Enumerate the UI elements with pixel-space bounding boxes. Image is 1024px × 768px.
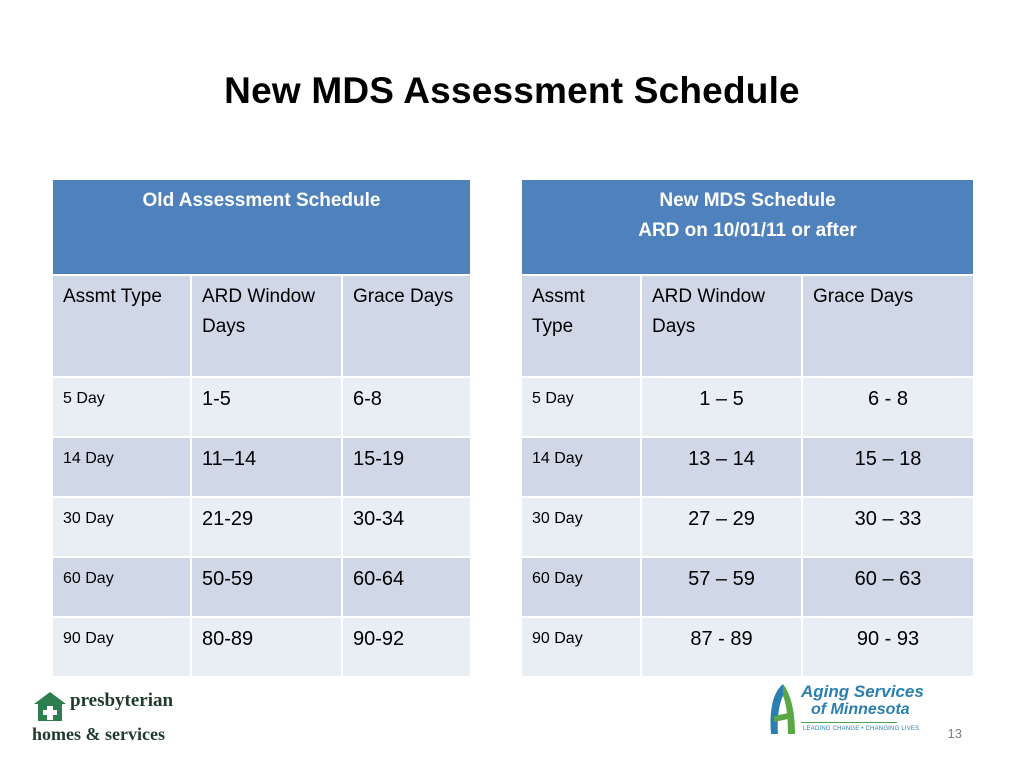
row-window: 13 – 14 xyxy=(640,436,803,498)
column-header-type: Assmt Type xyxy=(51,274,192,378)
row-grace: 90-92 xyxy=(340,616,473,678)
table-row: 14 Day 11–14 15-19 xyxy=(51,436,473,498)
row-grace: 30 – 33 xyxy=(800,496,976,558)
table-row: 5 Day 1 – 5 6 - 8 xyxy=(520,376,976,438)
logo-right-line1: Aging Services xyxy=(801,682,924,701)
logo-left-line2: homes & services xyxy=(32,724,165,744)
table-row: 60 Day 57 – 59 60 – 63 xyxy=(520,556,976,618)
new-table-header-line1: New MDS Schedule xyxy=(659,190,836,211)
row-window: 87 - 89 xyxy=(640,616,803,678)
row-window: 21-29 xyxy=(190,496,343,558)
table-row: 90 Day 80-89 90-92 xyxy=(51,616,473,678)
letter-a-icon xyxy=(770,684,795,734)
new-table-header: New MDS Schedule ARD on 10/01/11 or afte… xyxy=(519,178,976,276)
new-table-header-line2: ARD on 10/01/11 or after xyxy=(638,220,857,241)
row-type: 30 Day xyxy=(520,496,642,558)
table-row: 30 Day 27 – 29 30 – 33 xyxy=(520,496,976,558)
row-window: 50-59 xyxy=(190,556,343,618)
column-header-window: ARD Window Days xyxy=(640,274,803,378)
row-grace: 6 - 8 xyxy=(800,376,976,438)
row-type: 5 Day xyxy=(51,376,192,438)
old-schedule-table: Old Assessment Schedule Assmt Type ARD W… xyxy=(50,178,473,678)
presbyterian-homes-logo: presbyterian homes & services xyxy=(32,690,182,748)
logo-tagline: LEADING CHANGE • CHANGING LIVES xyxy=(803,726,920,732)
row-grace: 30-34 xyxy=(340,496,473,558)
table-row: 30 Day 21-29 30-34 xyxy=(51,496,473,558)
logo-left-line1: presbyterian xyxy=(70,690,174,711)
column-header-row: Assmt Type ARD Window Days Grace Days xyxy=(520,274,976,378)
row-window: 57 – 59 xyxy=(640,556,803,618)
column-header-grace: Grace Days xyxy=(340,274,473,378)
row-grace: 60 – 63 xyxy=(800,556,976,618)
row-grace: 15 – 18 xyxy=(800,436,976,498)
row-grace: 60-64 xyxy=(340,556,473,618)
row-type: 14 Day xyxy=(51,436,192,498)
row-type: 60 Day xyxy=(51,556,192,618)
column-header-grace: Grace Days xyxy=(800,274,976,378)
row-type: 30 Day xyxy=(51,496,192,558)
table-row: 60 Day 50-59 60-64 xyxy=(51,556,473,618)
table-row: 5 Day 1-5 6-8 xyxy=(51,376,473,438)
row-type: 90 Day xyxy=(520,616,642,678)
old-table-header: Old Assessment Schedule xyxy=(50,178,473,276)
row-window: 1 – 5 xyxy=(640,376,803,438)
row-grace: 90 - 93 xyxy=(800,616,976,678)
table-header-row: Old Assessment Schedule xyxy=(50,178,473,276)
table-row: 14 Day 13 – 14 15 – 18 xyxy=(520,436,976,498)
column-header-window: ARD Window Days xyxy=(190,274,343,378)
row-window: 27 – 29 xyxy=(640,496,803,558)
logo-divider xyxy=(801,722,897,723)
row-type: 60 Day xyxy=(520,556,642,618)
logo-right-line2: of Minnesota xyxy=(811,701,910,718)
table-header-row: New MDS Schedule ARD on 10/01/11 or afte… xyxy=(519,178,976,276)
row-window: 1-5 xyxy=(190,376,343,438)
column-header-row: Assmt Type ARD Window Days Grace Days xyxy=(51,274,473,378)
row-window: 11–14 xyxy=(190,436,343,498)
row-window: 80-89 xyxy=(190,616,343,678)
page-number: 13 xyxy=(947,726,962,741)
aging-services-logo: Aging Services of Minnesota LEADING CHAN… xyxy=(765,680,924,740)
row-grace: 6-8 xyxy=(340,376,473,438)
row-type: 90 Day xyxy=(51,616,192,678)
house-cross-icon xyxy=(34,692,66,721)
row-grace: 15-19 xyxy=(340,436,473,498)
row-type: 14 Day xyxy=(520,436,642,498)
column-header-type: Assmt Type xyxy=(520,274,642,378)
new-schedule-table: New MDS Schedule ARD on 10/01/11 or afte… xyxy=(519,178,976,678)
slide-title: New MDS Assessment Schedule xyxy=(224,70,800,111)
row-type: 5 Day xyxy=(520,376,642,438)
table-row: 90 Day 87 - 89 90 - 93 xyxy=(520,616,976,678)
